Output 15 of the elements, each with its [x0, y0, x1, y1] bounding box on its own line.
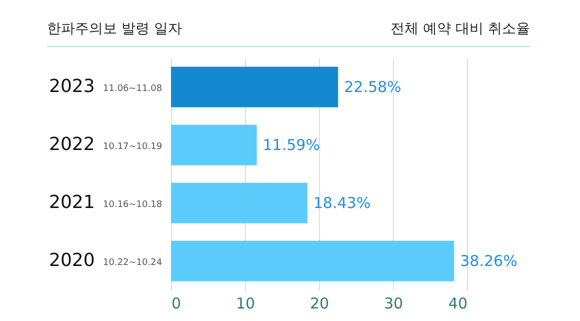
- data-label: 11.59%: [262, 136, 320, 154]
- x-tick-label: 30: [384, 294, 404, 312]
- category-label: 2021 10.16~10.18: [49, 192, 162, 213]
- x-tick-label: 20: [310, 294, 330, 312]
- data-label: 38.26%: [460, 252, 518, 270]
- x-axis-title: 전체 예약 대비 취소율: [390, 20, 530, 39]
- x-tick-label: 0: [172, 294, 182, 312]
- x-tick-label: 40: [448, 294, 468, 312]
- y-axis-title: 한파주의보 발령 일자: [47, 20, 182, 39]
- data-label: 18.43%: [313, 194, 371, 212]
- data-label: 22.58%: [344, 78, 402, 96]
- category-label: 2023 11.06~11.08: [49, 76, 162, 97]
- x-tick-label: 10: [236, 294, 256, 312]
- category-label: 2022 10.17~10.19: [49, 134, 162, 155]
- category-label: 2020 10.22~10.24: [49, 250, 162, 271]
